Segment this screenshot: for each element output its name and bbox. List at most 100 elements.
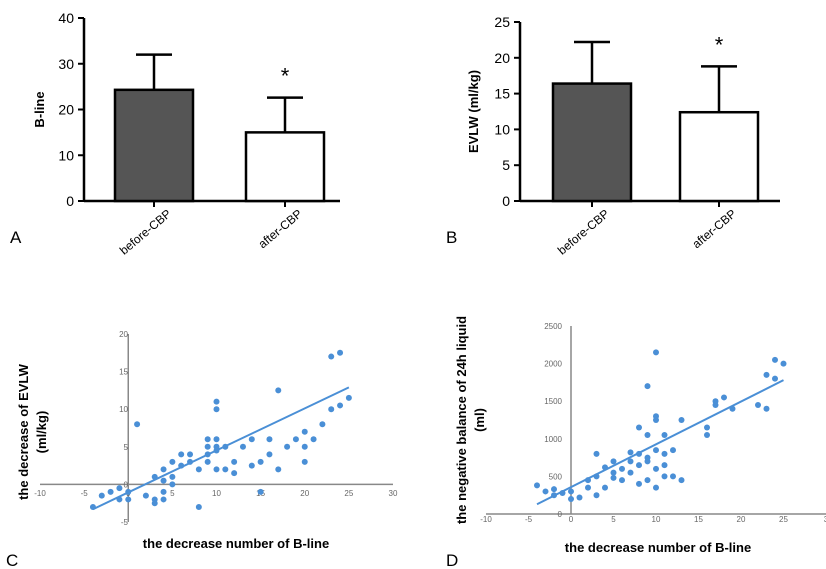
data-point — [542, 488, 549, 495]
bar-before-CBP — [551, 82, 633, 203]
data-point — [772, 375, 778, 382]
y-tick-label: 1500 — [544, 397, 562, 406]
data-point — [678, 477, 685, 484]
data-point — [627, 469, 634, 476]
data-point — [534, 482, 540, 489]
data-point — [627, 458, 634, 465]
data-point — [151, 496, 158, 503]
data-point — [568, 488, 574, 495]
data-point — [204, 443, 211, 450]
data-point — [653, 465, 659, 472]
y-tick-label: 20 — [119, 330, 128, 339]
bar-after-CBP — [244, 131, 326, 203]
data-point — [593, 492, 600, 499]
data-point — [169, 473, 176, 480]
x-tick-label: after-CBP — [690, 207, 739, 252]
data-point — [661, 462, 668, 469]
data-point — [231, 458, 238, 465]
data-point — [284, 443, 291, 450]
data-point — [213, 398, 220, 405]
y-tick-label: 15 — [119, 368, 128, 377]
data-point — [661, 450, 668, 457]
data-point — [602, 484, 608, 491]
data-point — [755, 401, 761, 408]
data-point — [644, 454, 651, 461]
x-tick-label: 0 — [569, 515, 574, 524]
data-point — [627, 449, 634, 456]
x-tick-label: 5 — [611, 515, 616, 524]
data-point — [653, 484, 659, 491]
x-tick-label: 30 — [389, 489, 398, 498]
trendline — [92, 386, 350, 511]
data-point — [231, 470, 238, 477]
y-tick-label: 10 — [58, 147, 74, 163]
y-tick-label: 500 — [549, 472, 563, 481]
x-axis-label: the decrease number of B-line — [565, 540, 751, 555]
y-tick-label: 2000 — [544, 360, 562, 369]
x-tick-label: before-CBP — [117, 207, 174, 258]
x-tick-label: before-CBP — [555, 207, 612, 258]
x-tick-label: 15 — [694, 515, 703, 524]
data-point — [107, 488, 114, 495]
data-point — [195, 503, 202, 510]
data-point — [585, 484, 591, 491]
y-tick-label: 2500 — [544, 322, 562, 331]
data-point — [670, 447, 676, 454]
data-point — [257, 458, 264, 465]
x-tick-label: 3 — [824, 515, 826, 524]
x-tick-label: 20 — [737, 515, 746, 524]
significance-annotation: * — [715, 32, 724, 57]
data-point — [142, 492, 149, 499]
y-axis-label: the decrease of EVLW — [16, 363, 31, 500]
data-point — [301, 443, 308, 450]
x-tick-label: 20 — [300, 489, 309, 498]
x-tick-label: 5 — [170, 489, 175, 498]
y-tick-label: 10 — [494, 121, 510, 137]
x-tick-label: after-CBP — [256, 207, 305, 252]
data-point — [160, 488, 167, 495]
data-point — [593, 450, 600, 457]
x-tick-label: 25 — [344, 489, 353, 498]
bar-before-CBP — [113, 88, 195, 203]
data-point — [328, 406, 335, 413]
data-point — [610, 469, 617, 476]
data-point — [610, 458, 617, 465]
data-point — [125, 496, 132, 503]
data-point — [266, 436, 273, 443]
y-tick-label: 20 — [58, 102, 74, 118]
x-tick-label: 10 — [652, 515, 661, 524]
data-point — [337, 402, 344, 409]
data-point — [310, 436, 317, 443]
data-point — [610, 474, 617, 481]
y-tick-label: 0 — [124, 480, 129, 489]
data-point — [301, 428, 308, 435]
data-point — [275, 466, 282, 473]
data-point — [644, 477, 651, 484]
data-point — [568, 495, 574, 502]
data-point — [653, 349, 659, 356]
x-axis-label: the decrease number of B-line — [143, 536, 329, 551]
panel-letter-c: C — [6, 551, 18, 569]
x-tick-label: -10 — [480, 515, 492, 524]
y-tick-label: 25 — [494, 14, 510, 30]
data-point — [275, 387, 282, 394]
data-point — [328, 353, 335, 360]
data-point — [204, 458, 211, 465]
y-tick-label: 0 — [66, 193, 74, 209]
data-point — [169, 458, 176, 465]
data-point — [116, 485, 123, 492]
data-point — [763, 371, 770, 378]
data-point — [213, 443, 220, 450]
data-point — [636, 462, 642, 469]
data-point — [653, 447, 659, 454]
data-point — [134, 421, 141, 428]
data-point — [204, 436, 211, 443]
y-tick-label: -5 — [121, 518, 129, 527]
y-tick-label: 0 — [502, 193, 510, 209]
data-point — [160, 496, 167, 503]
data-point — [636, 480, 642, 487]
y-axis-label: the negative balance of 24h liquid — [454, 316, 469, 524]
data-point — [721, 394, 727, 401]
data-point — [576, 494, 583, 501]
data-point — [98, 492, 105, 499]
